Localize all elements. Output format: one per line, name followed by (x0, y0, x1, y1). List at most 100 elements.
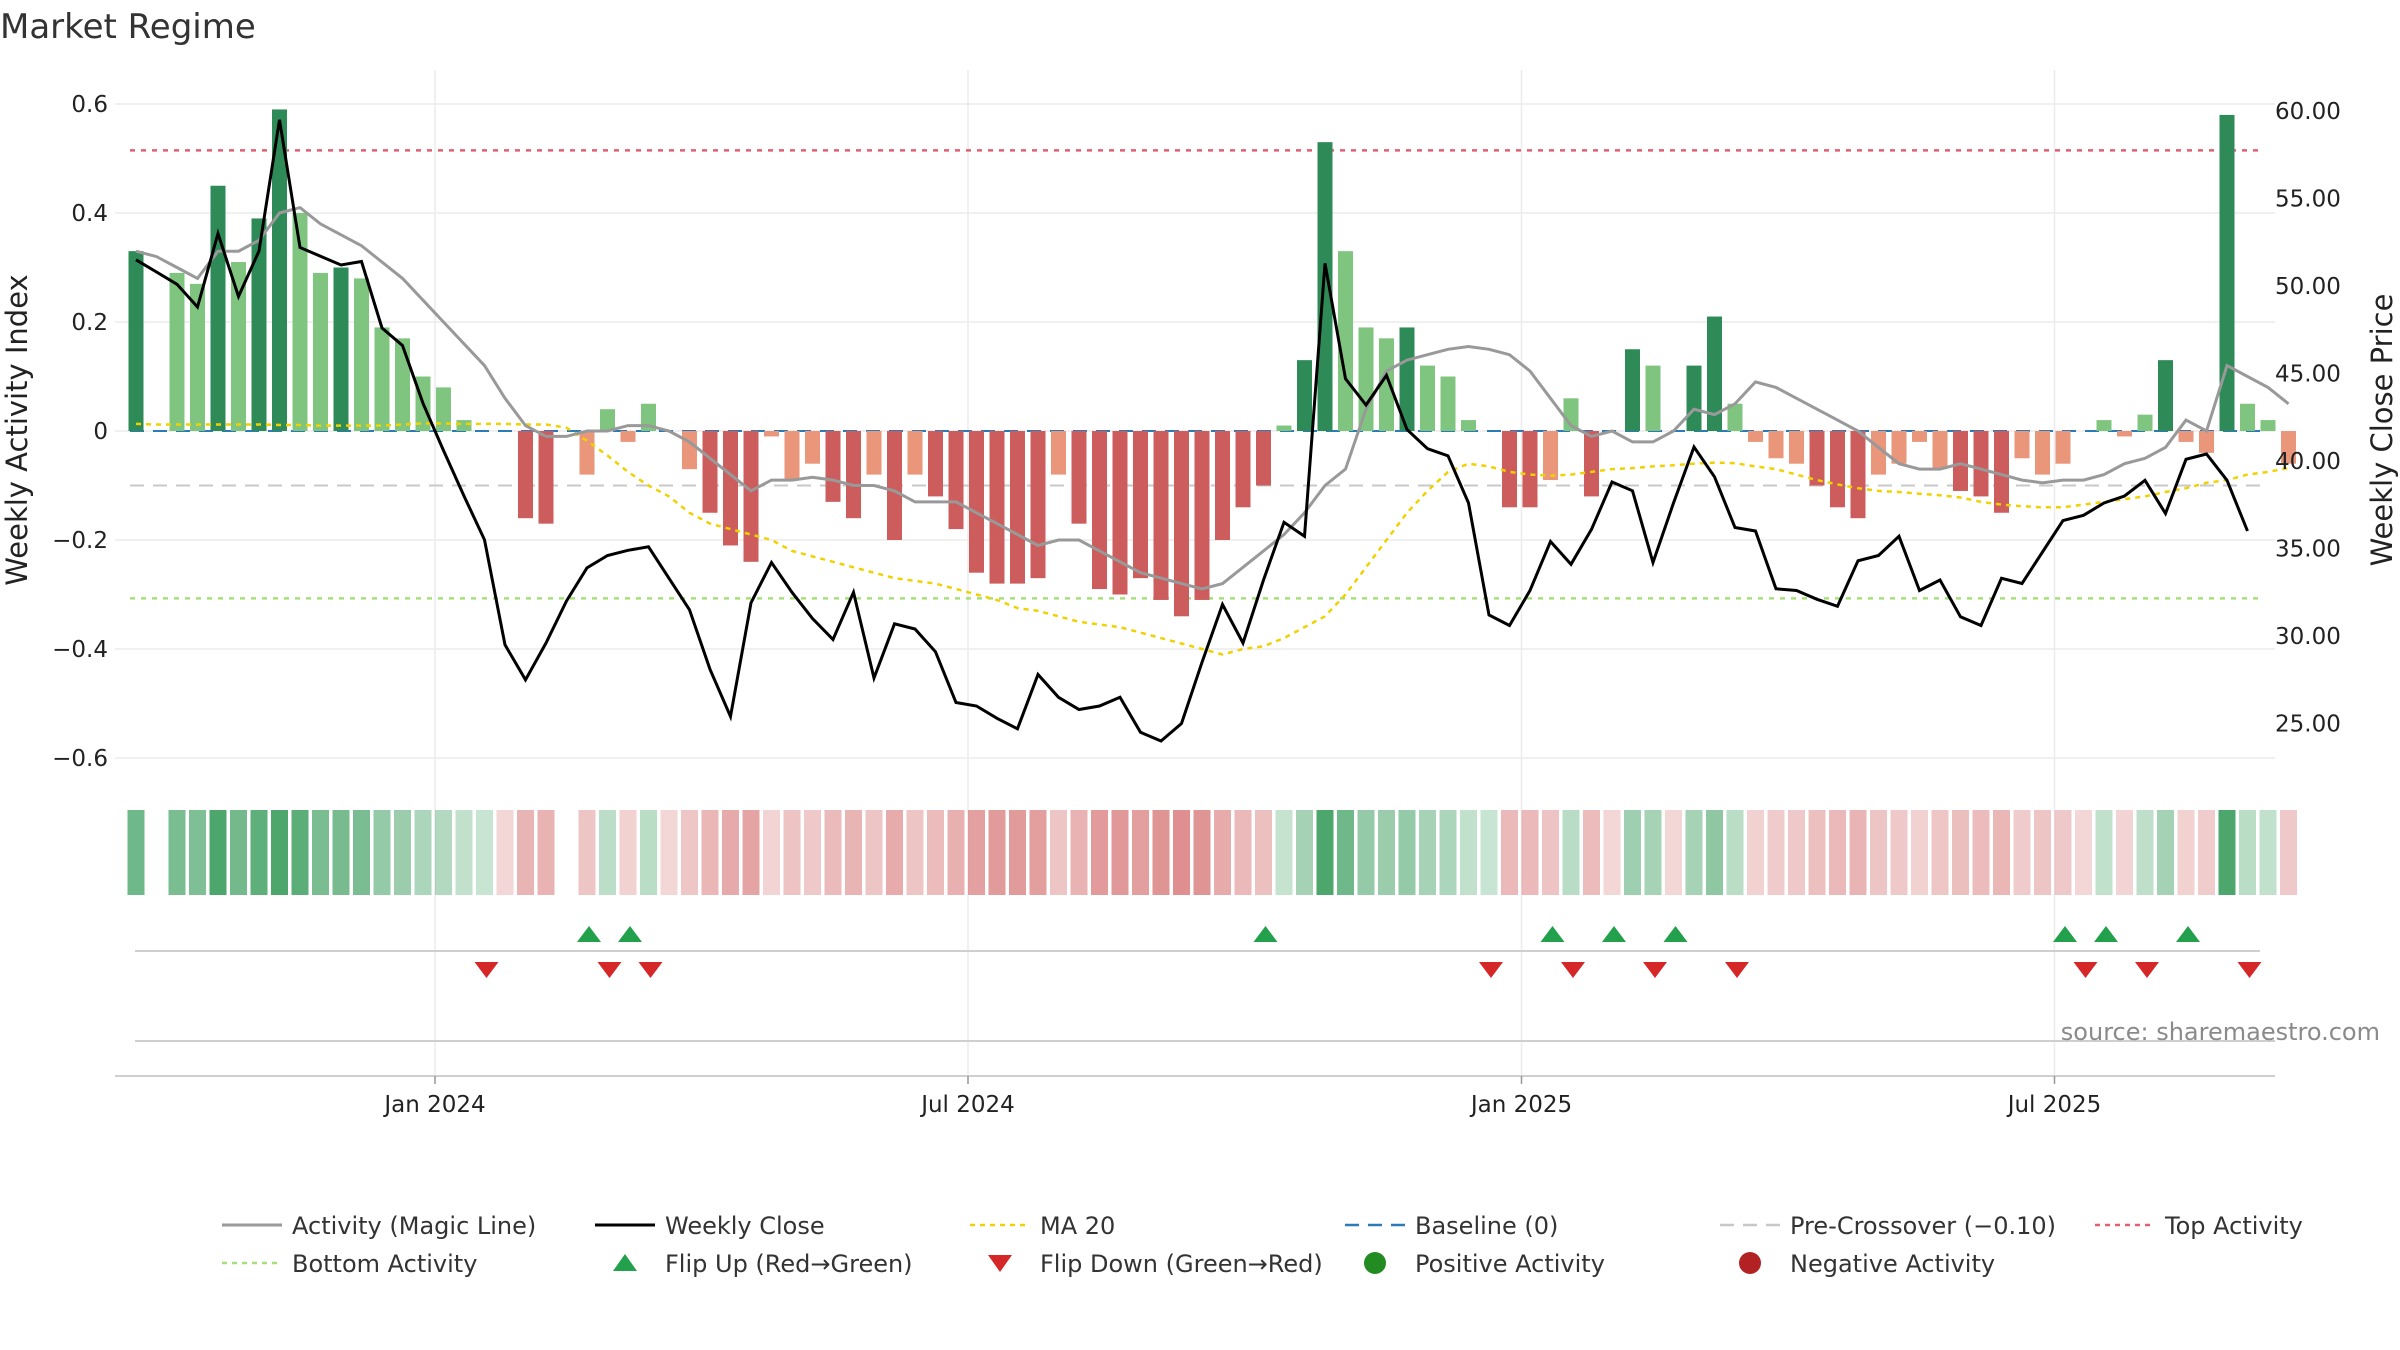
activity-bar (764, 431, 779, 437)
activity-bar (1092, 431, 1107, 590)
regime-strip-cell (2034, 810, 2051, 895)
activity-bar (989, 431, 1005, 584)
regime-strip-cell (1767, 810, 1785, 895)
activity-bar (969, 431, 984, 573)
legend-label: Baseline (0) (1415, 1212, 1558, 1240)
activity-bar (1297, 360, 1312, 431)
regime-strip-cell (291, 810, 309, 895)
legend-label: Weekly Close (665, 1212, 825, 1240)
y-tick-right: 45.00 (2275, 362, 2341, 388)
activity-bar (251, 218, 267, 431)
flip-up-marker (2053, 926, 2077, 942)
regime-strip-cell (1275, 810, 1293, 895)
activity-bar (2096, 420, 2112, 431)
regime-strip-cell (127, 810, 145, 895)
regime-strip-cell (1890, 810, 1908, 895)
y-tick-right: 40.00 (2275, 449, 2341, 475)
activity-bar (1502, 431, 1517, 508)
activity-bar (1276, 425, 1292, 431)
legend-swatch (1364, 1252, 1386, 1274)
legend: Activity (Magic Line) Weekly Close MA 20 Ba… (222, 1212, 2303, 1278)
activity-bar (579, 431, 595, 475)
legend-label: Activity (Magic Line) (292, 1212, 536, 1240)
y-axis-left-title: Weekly Activity Index (0, 274, 34, 585)
regime-strip-cell (578, 810, 596, 895)
activity-bar (1030, 431, 1046, 579)
x-tick-label: Jul 2025 (2006, 1092, 2102, 1118)
activity-bar (1850, 431, 1866, 519)
regime-strip-cell (2075, 810, 2092, 895)
regime-strip-cell (1501, 810, 1518, 895)
regime-strip-cell (1624, 810, 1641, 895)
regime-strip-cell (1870, 810, 1887, 895)
activity-bar (682, 431, 697, 470)
regime-strip-cell (168, 810, 186, 895)
regime-strip-cell (1829, 810, 1846, 895)
regime-strip-cell (1255, 810, 1272, 895)
activity-bar (2014, 431, 2030, 459)
activity-bar (1625, 349, 1640, 431)
activity-bar (518, 431, 533, 519)
legend-swatch (613, 1254, 637, 1271)
flip-down-marker (474, 962, 499, 978)
regime-strip-cell (865, 810, 883, 895)
legend-label: Negative Activity (1790, 1250, 1995, 1278)
regime-strip-cell (1193, 810, 1211, 895)
activity-bar (948, 431, 964, 530)
weekly-close-line (135, 119, 2249, 743)
regime-strip-cell (373, 810, 391, 895)
legend-label: MA 20 (1040, 1212, 1115, 1240)
y-tick-left: 0.2 (71, 310, 108, 336)
regime-strip-cell (1931, 810, 1949, 895)
y-tick-right: 35.00 (2275, 537, 2341, 563)
flip-up-marker (618, 926, 642, 942)
regime-strip-cell (209, 810, 227, 895)
regime-strip-cell (1091, 810, 1108, 895)
activity-bar (190, 283, 205, 431)
activity-bar (1112, 431, 1128, 595)
regime-strip-cell (1726, 810, 1744, 895)
regime-strip-cell (1480, 810, 1498, 895)
activity-bar (292, 213, 308, 431)
activity-bar (2055, 431, 2071, 464)
regime-strip-cell (332, 810, 350, 895)
regime-strip-cell (1644, 810, 1662, 895)
activity-bar (1215, 431, 1230, 540)
regime-strip-cell (353, 810, 370, 895)
regime-strip-cell (1808, 810, 1826, 895)
legend-swatch (1739, 1252, 1761, 1274)
regime-strip-cell (988, 810, 1006, 895)
activity-bar (784, 431, 800, 481)
activity-bar (1256, 431, 1271, 486)
regime-strip-cell (1111, 810, 1129, 895)
activity-bar (333, 267, 349, 431)
activity-bar (846, 431, 861, 519)
flip-up-marker (577, 926, 601, 942)
y-tick-right: 50.00 (2275, 274, 2341, 300)
activity-bar (1748, 431, 1763, 442)
regime-strip-cell (722, 810, 739, 895)
flip-down-marker (2237, 962, 2262, 978)
regime-strip-cell (1419, 810, 1436, 895)
series-lines (135, 119, 2290, 743)
regime-strip-cell (1029, 810, 1047, 895)
activity-bar (1727, 403, 1743, 431)
regime-strip-cell (1542, 810, 1559, 895)
flip-down-marker (2135, 962, 2159, 978)
regime-strip-cell (1050, 810, 1067, 895)
flip-down-marker (1479, 962, 1503, 978)
regime-strip-cell (312, 810, 329, 895)
regime-strip-cell (1665, 810, 1682, 895)
activity-bar (1522, 431, 1538, 508)
regime-strip-cell (783, 810, 801, 895)
activity-bar (2158, 360, 2173, 431)
regime-strip-cell (271, 810, 288, 895)
x-tick-label: Jan 2024 (382, 1092, 485, 1118)
regime-strip-cell (2218, 810, 2236, 895)
activity-bar (1071, 431, 1087, 524)
regime-strip-cell (2013, 810, 2031, 895)
regime-strip-cell (1132, 810, 1149, 895)
activity-bar (1153, 431, 1169, 600)
activity-bar (1994, 431, 2009, 513)
